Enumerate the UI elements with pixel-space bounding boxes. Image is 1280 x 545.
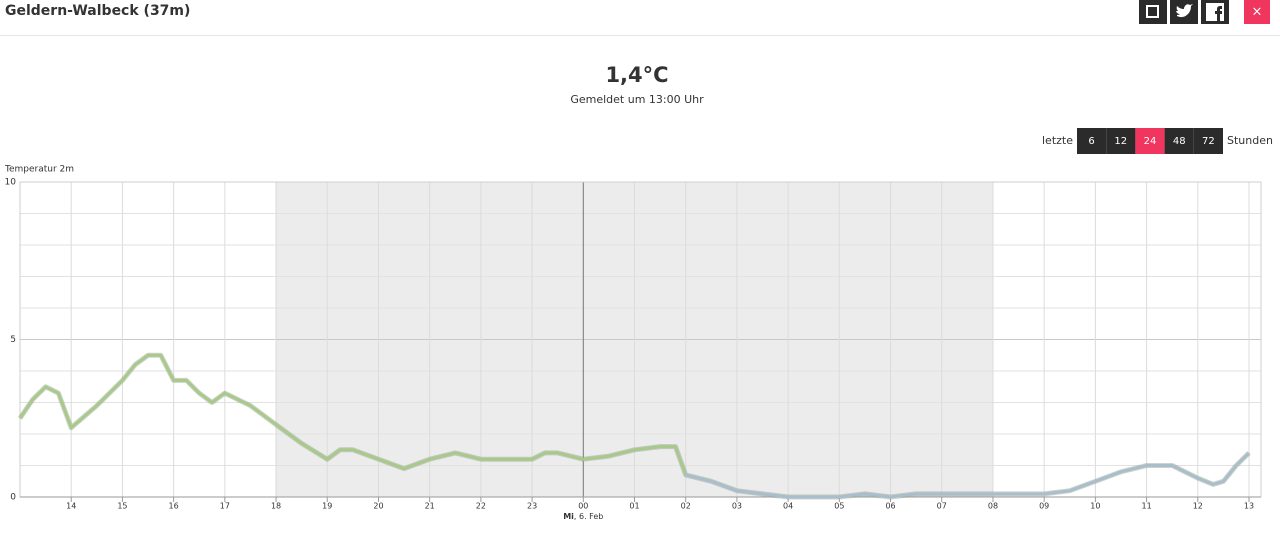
x-tick-label: 09 xyxy=(1039,502,1049,511)
range-option[interactable]: 12 xyxy=(1106,128,1136,154)
day-label-weekday: Mi xyxy=(563,512,574,521)
x-tick-label: 08 xyxy=(988,502,998,511)
range-option-label: 24 xyxy=(1144,136,1157,147)
day-label: Mi, 6. Feb xyxy=(563,512,603,521)
range-suffix: Stunden xyxy=(1227,134,1273,147)
twitter-button[interactable] xyxy=(1170,0,1198,24)
x-tick-label: 10 xyxy=(1090,502,1100,511)
day-label-date: , 6. Feb xyxy=(574,512,603,521)
range-option[interactable]: 24 xyxy=(1135,128,1165,154)
x-tick-label: 03 xyxy=(732,502,742,511)
x-tick-label: 11 xyxy=(1141,502,1151,511)
x-tick-label: 20 xyxy=(373,502,383,511)
range-option-label: 6 xyxy=(1088,136,1094,147)
x-tick-label: 19 xyxy=(322,502,332,511)
x-tick-label: 21 xyxy=(425,502,435,511)
range-option-label: 48 xyxy=(1173,136,1186,147)
close-bg xyxy=(1244,0,1270,24)
y-tick-label: 5 xyxy=(10,335,16,345)
range-option[interactable]: 48 xyxy=(1164,128,1194,154)
share-bg xyxy=(1139,0,1167,24)
share-button[interactable] xyxy=(1139,0,1167,24)
close-label: × xyxy=(1252,5,1263,20)
x-tick-label: 00 xyxy=(578,502,588,511)
range-option-bg xyxy=(1106,128,1136,154)
range-option[interactable]: 6 xyxy=(1077,128,1107,154)
current-temperature: 1,4°C xyxy=(605,63,668,87)
x-tick-label: 01 xyxy=(629,502,639,511)
twitter-icon xyxy=(1176,4,1193,18)
share-icon xyxy=(1146,5,1159,18)
x-tick-label: 14 xyxy=(66,502,76,511)
x-tick-label: 15 xyxy=(117,502,127,511)
station-title: Geldern-Walbeck (37m) xyxy=(5,3,190,19)
x-tick-label: 07 xyxy=(937,502,947,511)
y-tick-label: 10 xyxy=(5,178,17,188)
x-tick-label: 16 xyxy=(169,502,179,511)
y-tick-label: 0 xyxy=(10,493,16,503)
range-option-bg xyxy=(1077,128,1107,154)
temperature-line xyxy=(18,353,1251,499)
x-tick-label: 02 xyxy=(681,502,691,511)
close-button[interactable]: × xyxy=(1244,0,1270,24)
range-prefix: letzte xyxy=(1042,134,1073,147)
x-tick-label: 06 xyxy=(885,502,895,511)
range-option-label: 12 xyxy=(1114,136,1127,147)
x-tick-label: 18 xyxy=(271,502,281,511)
range-option-bg xyxy=(1164,128,1194,154)
range-option-bg xyxy=(1193,128,1223,154)
x-tick-label: 23 xyxy=(527,502,537,511)
report-time: Gemeldet um 13:00 Uhr xyxy=(570,93,704,106)
range-option-bg xyxy=(1135,128,1165,154)
x-tick-label: 13 xyxy=(1244,502,1254,511)
range-option[interactable]: 72 xyxy=(1193,128,1223,154)
facebook-button[interactable] xyxy=(1201,0,1229,24)
range-selector: 6 12 24 48 72 xyxy=(1077,128,1223,154)
x-tick-label: 12 xyxy=(1193,502,1203,511)
x-tick-label: 05 xyxy=(834,502,844,511)
x-tick-label: 17 xyxy=(220,502,230,511)
y-axis-title: Temperatur 2m xyxy=(4,165,74,175)
facebook-icon xyxy=(1215,6,1222,21)
range-option-label: 72 xyxy=(1202,136,1215,147)
x-tick-label: 22 xyxy=(476,502,486,511)
x-tick-label: 04 xyxy=(783,502,793,511)
